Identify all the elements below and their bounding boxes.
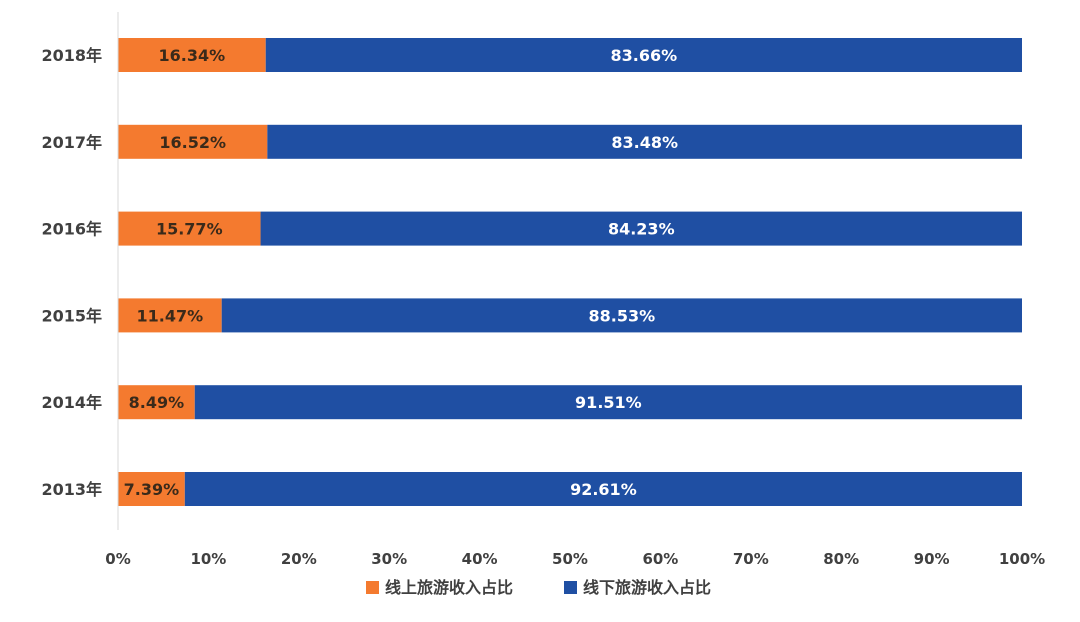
bar-online bbox=[118, 211, 261, 246]
bar-online bbox=[118, 298, 222, 333]
data-label: 15.77% bbox=[156, 220, 223, 239]
data-label: 8.49% bbox=[129, 393, 185, 412]
bar-online bbox=[118, 472, 185, 506]
category-label: 2017年 bbox=[41, 133, 102, 152]
x-axis-ticks: 0% 10% 20% 30% 40% 50% 60% 70% 80% 90% 100% bbox=[105, 550, 1045, 568]
legend: 线上旅游收入占比 线下旅游收入占比 bbox=[366, 578, 711, 597]
category-label: 2014年 bbox=[41, 393, 102, 412]
bar-offline bbox=[194, 385, 1022, 420]
bar-offline bbox=[267, 124, 1022, 159]
category-label: 2016年 bbox=[41, 220, 102, 239]
data-label: 16.52% bbox=[159, 133, 226, 152]
x-tick-label: 60% bbox=[642, 550, 678, 568]
bar-offline bbox=[221, 298, 1023, 333]
data-label: 91.51% bbox=[575, 393, 642, 412]
bars-layer bbox=[118, 38, 1023, 506]
legend-swatch-online bbox=[366, 581, 379, 594]
bar-offline bbox=[265, 38, 1022, 72]
bar-offline bbox=[260, 211, 1022, 246]
legend-label: 线上旅游收入占比 bbox=[385, 578, 513, 597]
data-label: 83.66% bbox=[611, 46, 678, 65]
bar-online bbox=[118, 124, 268, 159]
data-label: 83.48% bbox=[611, 133, 678, 152]
x-tick-label: 0% bbox=[105, 550, 130, 568]
x-tick-label: 50% bbox=[552, 550, 588, 568]
x-tick-label: 70% bbox=[733, 550, 769, 568]
x-tick-label: 40% bbox=[462, 550, 498, 568]
data-label: 84.23% bbox=[608, 220, 675, 239]
x-tick-label: 90% bbox=[914, 550, 950, 568]
data-label: 16.34% bbox=[159, 46, 226, 65]
x-tick-label: 30% bbox=[371, 550, 407, 568]
data-label: 11.47% bbox=[137, 306, 204, 325]
x-tick-label: 20% bbox=[281, 550, 317, 568]
labels-layer: 2018年 16.34% 83.66% 2017年 16.52% 83.48% 2016年 1… bbox=[41, 46, 678, 499]
category-label: 2018年 bbox=[41, 46, 102, 65]
x-tick-label: 80% bbox=[823, 550, 859, 568]
bar-online bbox=[118, 385, 195, 420]
x-tick-label: 100% bbox=[999, 550, 1045, 568]
legend-swatch-offline bbox=[564, 581, 577, 594]
data-label: 92.61% bbox=[570, 480, 637, 499]
bar-offline bbox=[184, 472, 1022, 506]
category-label: 2015年 bbox=[41, 306, 102, 325]
x-tick-label: 10% bbox=[190, 550, 226, 568]
legend-label: 线下旅游收入占比 bbox=[583, 578, 711, 597]
bar-online bbox=[118, 38, 266, 72]
data-label: 88.53% bbox=[589, 306, 656, 325]
data-label: 7.39% bbox=[124, 480, 180, 499]
category-label: 2013年 bbox=[41, 480, 102, 499]
